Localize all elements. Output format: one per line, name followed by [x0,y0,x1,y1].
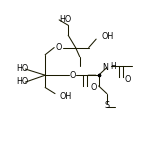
Text: N: N [103,63,109,72]
Text: OH: OH [60,92,72,101]
Text: HO: HO [59,15,71,24]
Text: OH: OH [102,32,114,41]
Text: O: O [56,43,62,52]
Text: O: O [90,83,97,92]
Text: HO: HO [16,64,29,73]
Text: O: O [125,75,131,84]
Text: H: H [111,62,116,71]
Text: HO: HO [16,77,29,86]
Text: S: S [104,101,109,110]
Text: O: O [69,71,76,80]
